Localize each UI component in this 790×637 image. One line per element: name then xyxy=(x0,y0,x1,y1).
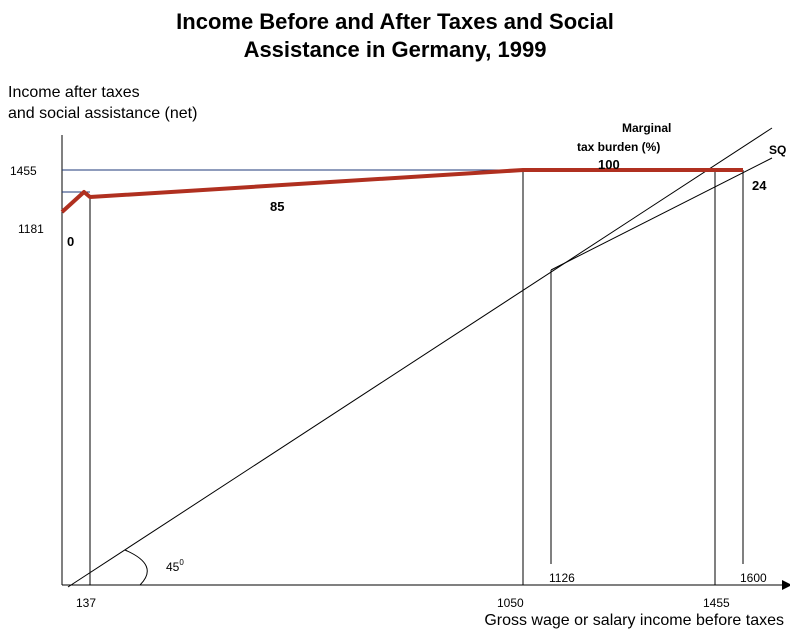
reference-line-45-degree xyxy=(67,127,773,588)
y-axis-label-line-2: and social assistance (net) xyxy=(8,105,198,122)
x-tick-label-1600: 1600 xyxy=(740,571,767,585)
angle-45-arc xyxy=(124,549,148,586)
angle-label: 450 xyxy=(166,558,184,574)
marginal-tax-label-24: 24 xyxy=(752,178,767,193)
x-tick-label-1050: 1050 xyxy=(497,596,524,610)
marginal-tax-header-line-2: tax burden (%) xyxy=(577,140,660,154)
chart-title: Income Before and After Taxes and Social… xyxy=(0,8,790,64)
x-tick-label-1126: 1126 xyxy=(549,571,575,585)
sq-label: SQ xyxy=(769,143,786,157)
x-tick-label-137: 137 xyxy=(76,596,96,610)
angle-label-value: 45 xyxy=(166,560,180,574)
x-axis-label: Gross wage or salary income before taxes xyxy=(484,612,784,629)
x-axis-arrowhead xyxy=(782,580,790,590)
y-axis-label: Income after taxes and social assistance… xyxy=(8,82,197,124)
marginal-tax-label-100: 100 xyxy=(598,157,620,172)
y-axis-label-line-1: Income after taxes xyxy=(8,84,140,101)
series-line-net-income xyxy=(60,168,743,214)
chart-title-line-2: Assistance in Germany, 1999 xyxy=(243,37,547,62)
y-tick-label-1455: 1455 xyxy=(10,164,37,178)
reference-line-sq xyxy=(550,157,773,271)
marginal-tax-label-0: 0 xyxy=(67,234,74,249)
y-tick-label-1181: 1181 xyxy=(18,222,44,236)
marginal-tax-label-85: 85 xyxy=(270,199,284,214)
marginal-tax-header-line-1: Marginal xyxy=(622,121,671,135)
chart-title-line-1: Income Before and After Taxes and Social xyxy=(176,9,614,34)
x-tick-label-1455: 1455 xyxy=(703,596,730,610)
angle-label-superscript: 0 xyxy=(179,558,184,567)
